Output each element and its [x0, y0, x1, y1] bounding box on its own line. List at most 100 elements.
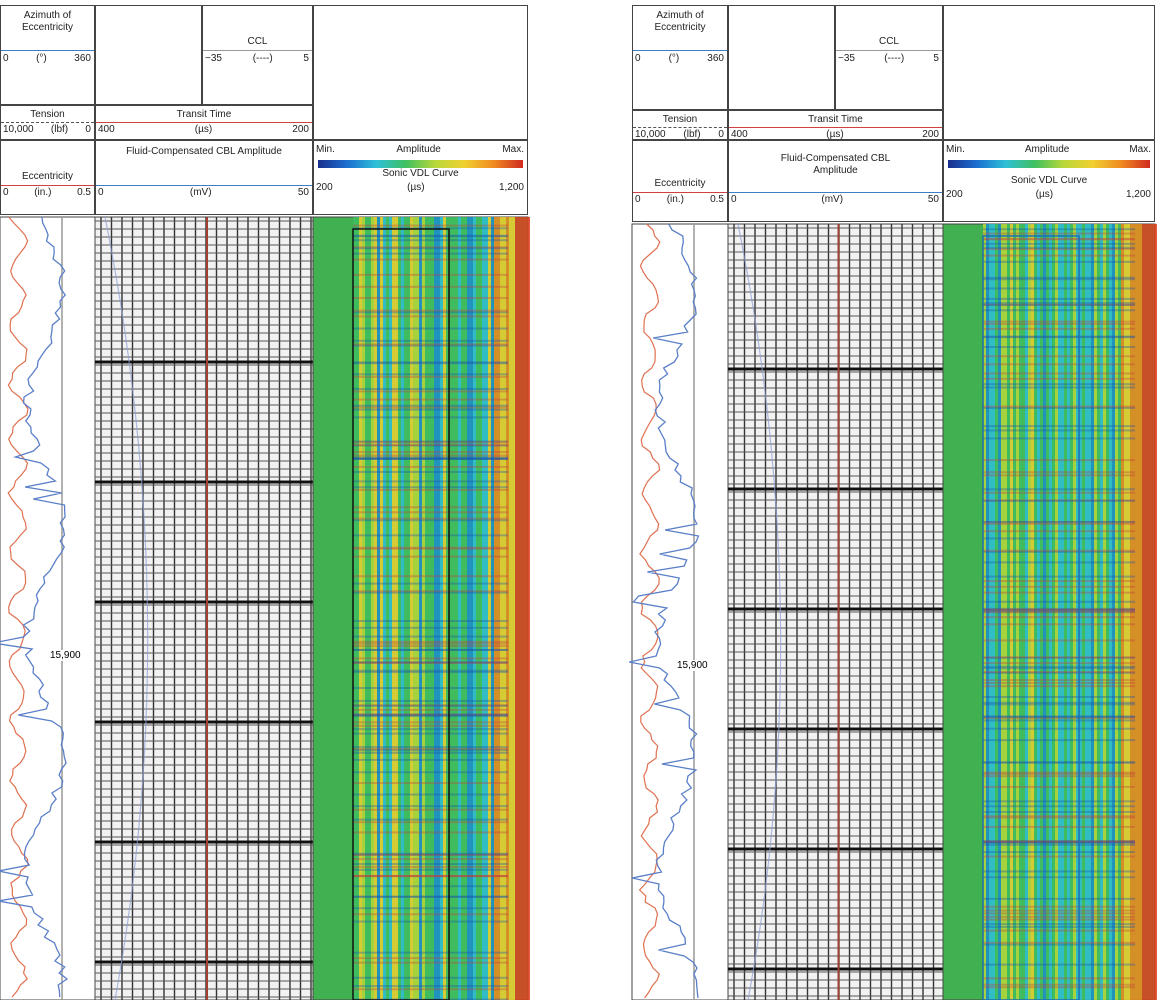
vdl-band — [353, 273, 508, 276]
vdl-band — [983, 302, 1135, 305]
vdl-band — [983, 335, 1135, 338]
eccentricity-range-min: 0 — [3, 187, 9, 198]
vdl-stripe — [479, 217, 482, 1000]
vdl-band — [983, 309, 1135, 312]
vdl-stripe — [1016, 224, 1019, 1000]
vdl-band — [353, 793, 508, 796]
vdl-band — [353, 486, 508, 489]
vdl-band — [353, 456, 508, 459]
vdl-stripe — [1004, 224, 1007, 1000]
vdl-band — [983, 575, 1135, 578]
vdl-band — [353, 913, 508, 916]
vdl-band — [353, 444, 508, 447]
vdl-stripe — [998, 224, 1001, 1000]
transit-cell: Transit Time 400 (µs) 200 — [95, 105, 313, 140]
vdl-band — [983, 785, 1135, 788]
transit-range: 400 (µs) 200 — [98, 124, 309, 135]
azimuth-range-max: 360 — [707, 53, 724, 64]
vdl-band — [983, 471, 1135, 474]
red-underline — [633, 192, 727, 193]
blue-underline — [729, 192, 942, 193]
vdl-band — [983, 580, 1135, 583]
amplitude-max: Max. — [502, 144, 524, 155]
vdl-band — [353, 239, 508, 242]
amplitude-title: Amplitude — [1024, 144, 1070, 155]
vdl-band — [983, 825, 1135, 828]
vdl-band — [353, 951, 508, 954]
vdl-stripe — [1109, 224, 1112, 1000]
vdl-range: 200 (µs) 1,200 — [946, 189, 1151, 200]
vdl-stripe — [488, 217, 491, 1000]
vdl-band — [353, 640, 508, 643]
vdl-stripe — [395, 217, 398, 1000]
vdl-band — [353, 671, 508, 674]
vdl-band — [983, 248, 1135, 251]
vdl-band — [983, 685, 1135, 688]
vdl-band — [983, 986, 1135, 989]
vdl-band — [353, 457, 508, 460]
vdl-band — [353, 635, 508, 638]
blank-cell — [943, 5, 1155, 140]
ccl-range-max: 5 — [303, 53, 309, 64]
vdl-band — [983, 278, 1135, 281]
vdl-band — [983, 550, 1135, 553]
vdl-stripe — [1139, 224, 1142, 1000]
vdl-stripe — [1085, 224, 1088, 1000]
vdl-stripe — [419, 217, 422, 1000]
vdl-stripe — [356, 217, 359, 1000]
vdl-band — [983, 703, 1135, 706]
vdl-stripe — [989, 224, 992, 1000]
vdl-stripe — [1148, 224, 1151, 1000]
vdl-stripe — [452, 217, 455, 1000]
vdl-band — [983, 276, 1135, 279]
vdl-band — [983, 585, 1135, 588]
vdl-band — [983, 228, 1135, 231]
vdl-band — [983, 488, 1135, 491]
vdl-stripe — [1091, 224, 1094, 1000]
vdl-stripe — [437, 217, 440, 1000]
vdl-band — [353, 657, 508, 660]
transit-range-max: 200 — [292, 124, 309, 135]
vdl-band — [353, 387, 508, 390]
vdl-band — [983, 717, 1135, 720]
vdl-band — [353, 920, 508, 923]
track-2 — [94, 216, 314, 1000]
vdl-stripe — [386, 217, 389, 1000]
vdl-stripe — [1049, 224, 1052, 1000]
eccentricity-range-unit: (in.) — [34, 187, 52, 198]
vdl-stripe — [494, 217, 497, 1000]
ccl-range-unit: (----) — [252, 53, 273, 64]
cbl-range: 0 (mV) 50 — [98, 187, 309, 198]
vdl-band — [983, 681, 1135, 684]
vdl-band — [353, 296, 508, 299]
tension-range-max: 0 — [718, 129, 724, 140]
vdl-stripe — [365, 217, 368, 1000]
vdl-band — [983, 474, 1135, 477]
vdl-band — [983, 406, 1135, 409]
eccentricity-title: Eccentricity — [21, 171, 74, 182]
vdl-stripe — [1130, 224, 1133, 1000]
amplitude-max: Max. — [1129, 144, 1151, 155]
ccl-range-min: −35 — [205, 53, 222, 64]
vdl-band — [983, 929, 1135, 932]
transit-range: 400 (µs) 200 — [731, 129, 939, 140]
cbl-range-min: 0 — [731, 194, 737, 205]
vdl-stripe — [383, 217, 386, 1000]
vdl-band — [983, 327, 1135, 330]
vdl-band — [983, 521, 1135, 524]
track-1 — [0, 216, 96, 1000]
vdl-band — [983, 405, 1135, 408]
azimuth-range-max: 360 — [74, 53, 91, 64]
amplitude-min: Min. — [316, 144, 335, 155]
vdl-stripe — [1094, 224, 1097, 1000]
vdl-stripe — [1064, 224, 1067, 1000]
vdl-stripe — [470, 217, 473, 1000]
vdl-band — [983, 561, 1135, 564]
ccl-title: CCL — [878, 36, 899, 47]
vdl-band — [353, 853, 508, 856]
color-bar — [318, 160, 523, 168]
vdl-band — [353, 907, 508, 910]
vdl-band — [983, 841, 1135, 844]
vdl-band — [353, 687, 508, 690]
azimuth-range-unit: (°) — [36, 53, 47, 64]
